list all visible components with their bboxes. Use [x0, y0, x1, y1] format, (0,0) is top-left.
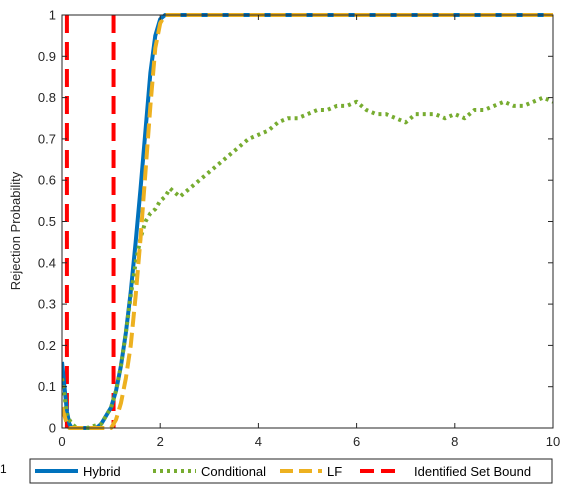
x-tick-label: 0: [58, 434, 65, 449]
series-conditional-line: [62, 95, 553, 430]
x-tick-label: 8: [451, 434, 458, 449]
page-edge-text: 1: [0, 462, 7, 476]
y-tick-label: 0.6: [38, 173, 56, 188]
y-tick-label: 0.5: [38, 214, 56, 229]
series-hybrid-line: [62, 13, 553, 430]
y-axis-label: Rejection Probability: [8, 171, 23, 290]
y-tick-label: 0: [49, 421, 56, 436]
legend-label-lf: LF: [327, 464, 342, 479]
legend-label-conditional: Conditional: [201, 464, 266, 479]
legend-label-identified-set-bound: Identified Set Bound: [414, 464, 531, 479]
y-tick-label: 1: [49, 8, 56, 23]
plot-area: [62, 13, 553, 430]
y-tick-label: 0.2: [38, 338, 56, 353]
x-tick-label: 10: [546, 434, 560, 449]
axes: [61, 14, 554, 429]
y-tick-label: 0.4: [38, 255, 56, 270]
y-tick-label: 0.7: [38, 131, 56, 146]
x-tick-label: 4: [255, 434, 262, 449]
x-tick-label: 6: [353, 434, 360, 449]
y-tick-label: 0.9: [38, 49, 56, 64]
legend: Hybrid Conditional LF Identified Set Bound: [29, 458, 553, 484]
x-tick-label: 2: [157, 434, 164, 449]
tick-labels: 0 2 4 6 8 10 0 0.1 0.2 0.3 0.4 0.5 0.6 0.7 0.8 0.9 1: [38, 8, 560, 450]
y-tick-label: 0.1: [38, 379, 56, 394]
y-tick-label: 0.8: [38, 90, 56, 105]
legend-label-hybrid: Hybrid: [83, 464, 121, 479]
y-tick-label: 0.3: [38, 297, 56, 312]
